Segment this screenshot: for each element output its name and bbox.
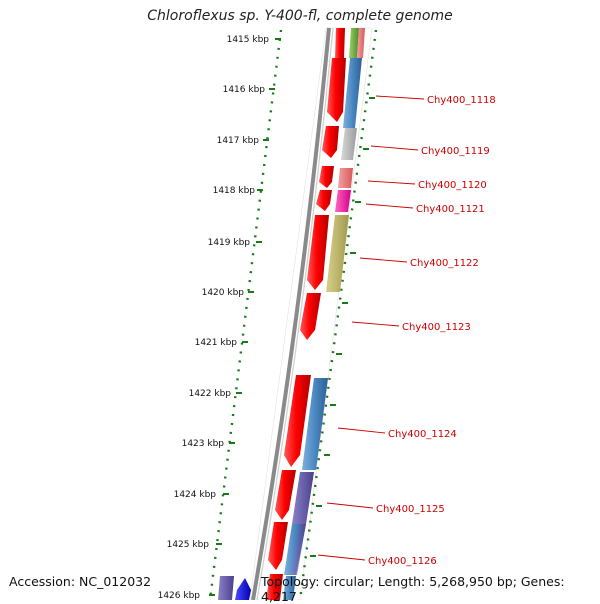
cds-arrow-chy400-1122	[307, 215, 329, 290]
gene-features[interactable]	[218, 28, 365, 600]
kbp-label: 1419 kbp	[208, 238, 251, 248]
cog-feature	[357, 28, 365, 58]
leader-line	[359, 257, 408, 263]
cog-feature	[218, 576, 234, 600]
gene-label-chy400-1123: Chy400_1123	[402, 322, 471, 333]
kbp-label: 1415 kbp	[227, 35, 270, 45]
accession-label: Accession: NC_012032	[9, 574, 152, 589]
leader-line	[351, 321, 400, 327]
kbp-label: 1417 kbp	[217, 136, 260, 146]
gene-label-chy400-1119: Chy400_1119	[421, 146, 490, 157]
genome-backbone	[251, 27, 331, 600]
gene-label-chy400-1126: Chy400_1126	[368, 556, 437, 567]
gene-labels[interactable]: Chy400_1118 Chy400_1119 Chy400_1120 Chy4…	[368, 95, 496, 567]
cds-arrow-chy400-1126	[268, 522, 288, 570]
cog-feature-chy400-1120	[338, 168, 353, 188]
kbp-label: 1422 kbp	[189, 389, 232, 399]
cds-feature	[335, 28, 345, 58]
leader-line	[375, 95, 425, 100]
cds-arrow-chy400-1125	[275, 470, 296, 520]
gene-label-chy400-1122: Chy400_1122	[410, 258, 479, 269]
kbp-label: 1416 kbp	[223, 85, 266, 95]
cog-feature-chy400-1121	[335, 190, 351, 212]
label-leaders	[317, 95, 425, 561]
leader-line	[367, 180, 416, 185]
kbp-label: 1423 kbp	[182, 439, 225, 449]
kbp-label: 1420 kbp	[202, 288, 245, 298]
gene-label-chy400-1120: Chy400_1120	[418, 180, 487, 191]
ruler-line-left	[208, 29, 283, 600]
cds-arrow-chy400-1120	[319, 166, 334, 188]
cog-feature-chy400-1124	[302, 378, 328, 470]
gene-label-chy400-1118: Chy400_1118	[427, 95, 496, 106]
cog-feature	[283, 576, 296, 600]
cds-arrow-reverse	[235, 578, 251, 600]
leader-line	[365, 203, 414, 209]
cog-feature	[349, 28, 359, 58]
cog-feature	[291, 524, 306, 575]
gene-label-chy400-1121: Chy400_1121	[416, 204, 485, 215]
cds-arrow-chy400-1118	[327, 58, 346, 122]
kbp-label: 1418 kbp	[213, 186, 256, 196]
kbp-label: 1424 kbp	[174, 490, 217, 500]
kbp-label: 1425 kbp	[167, 540, 210, 550]
cds-arrow-chy400-1124	[284, 375, 311, 467]
cog-feature-chy400-1119	[341, 128, 357, 160]
leader-line	[326, 502, 374, 509]
ruler-labels: 1415 kbp 1416 kbp 1417 kbp 1418 kbp 1419…	[158, 35, 270, 600]
cds-arrow-chy400-1119	[322, 126, 339, 158]
leader-line	[317, 554, 366, 561]
right-ruler-ticks	[310, 97, 375, 557]
kbp-label: 1421 kbp	[195, 338, 238, 348]
ruler-ticks	[209, 38, 281, 596]
leader-line	[370, 145, 419, 151]
genome-backbone-shadow	[256, 27, 334, 600]
cds-arrow-chy400-1123	[300, 293, 321, 340]
cds-feature	[266, 574, 283, 600]
kbp-label: 1426 kbp	[158, 591, 201, 600]
cog-feature-chy400-1122	[326, 215, 349, 292]
map-title: Chloroflexus sp. Y-400-fl, complete geno…	[147, 8, 453, 24]
cds-arrow-chy400-1121	[316, 190, 332, 211]
cog-feature-chy400-1118	[343, 58, 362, 128]
cog-feature-chy400-1125	[292, 472, 314, 524]
leader-line	[337, 427, 386, 434]
gene-label-chy400-1124: Chy400_1124	[388, 429, 457, 440]
gene-label-chy400-1125: Chy400_1125	[376, 504, 445, 515]
